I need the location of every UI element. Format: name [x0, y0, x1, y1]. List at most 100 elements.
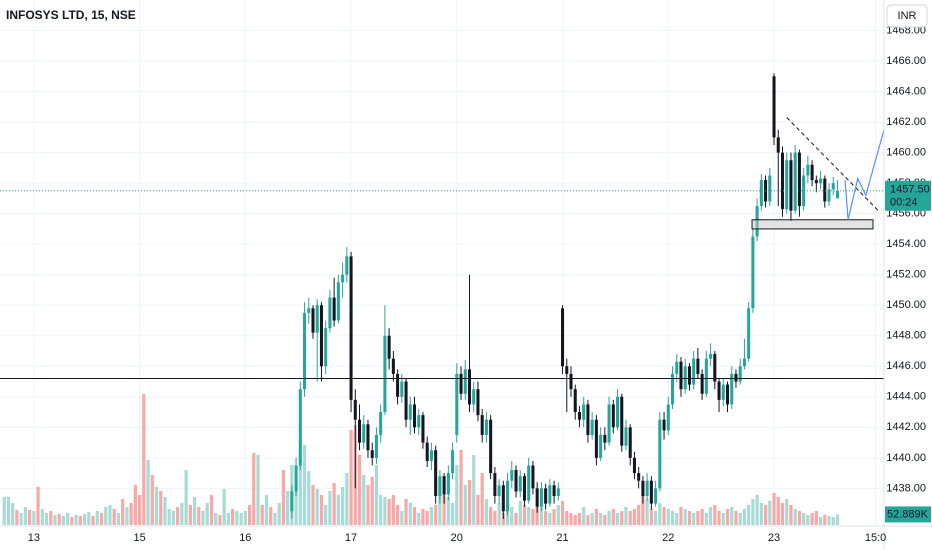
volume-bar	[484, 499, 489, 525]
y-tick-label: 1440.00	[886, 452, 926, 464]
volume-bar	[281, 470, 285, 525]
volume-bar	[307, 471, 311, 525]
volume-bar	[599, 513, 603, 525]
candle-body	[434, 450, 438, 497]
candle-body	[459, 373, 463, 394]
volume-bar	[560, 501, 565, 525]
candle-body	[480, 415, 484, 435]
volume-bar	[357, 455, 362, 525]
volume-bar	[404, 499, 408, 525]
candle-body	[831, 183, 835, 190]
candle-body	[336, 282, 340, 321]
candle-body	[704, 358, 708, 394]
volume-bar	[78, 516, 82, 525]
y-tick-label: 1438.00	[886, 482, 926, 494]
candle-body	[290, 491, 294, 512]
volume-bar	[658, 503, 662, 525]
projection-path	[844, 129, 884, 220]
volume-bar	[810, 513, 814, 525]
candle-body	[455, 373, 459, 435]
candle-body	[518, 476, 522, 492]
candle-body	[717, 381, 721, 400]
volume-bar	[205, 503, 209, 525]
volume-bar	[184, 470, 188, 525]
candle-body	[620, 396, 624, 446]
volume-bar	[666, 509, 670, 525]
candle-body	[577, 412, 581, 420]
x-tick-label: 23	[768, 532, 780, 544]
volume-bar	[429, 507, 434, 525]
volume-bar	[818, 517, 823, 525]
candle-body	[679, 361, 683, 390]
candle-body	[341, 274, 345, 283]
volume-bar	[641, 495, 645, 525]
candle-body	[573, 389, 577, 413]
candle-body	[827, 189, 831, 202]
currency-button[interactable]	[886, 4, 928, 28]
candle-body	[484, 419, 488, 435]
volume-bar	[340, 487, 345, 525]
candle-body	[332, 297, 336, 321]
volume-bar	[835, 514, 840, 525]
y-tick-label: 1460.00	[886, 147, 926, 159]
candle-body	[586, 404, 590, 435]
volume-bar	[349, 430, 353, 525]
y-tick-label: 1452.00	[886, 269, 926, 281]
candle-body	[319, 305, 323, 367]
candle-body	[324, 328, 328, 367]
volume-bar	[6, 497, 11, 525]
candle-body	[539, 488, 543, 507]
volume-bar	[582, 507, 586, 525]
x-tick-label: 20	[451, 532, 463, 544]
volume-bar	[146, 460, 150, 525]
volume-bar	[590, 513, 594, 525]
candle-body	[785, 160, 789, 210]
volume-bar	[336, 495, 340, 525]
volume-bar	[61, 516, 66, 525]
volume-bar	[180, 503, 184, 525]
candle-body	[670, 373, 675, 405]
candle-body	[789, 160, 793, 211]
candle-body	[590, 419, 594, 435]
volume-bar	[721, 513, 725, 525]
volume-bar	[497, 503, 501, 525]
volume-bar	[121, 499, 125, 525]
volume-bar	[700, 509, 704, 525]
candle-body	[552, 485, 556, 497]
volume-bar	[366, 485, 370, 525]
volume-bar	[133, 485, 137, 525]
candle-body	[675, 361, 679, 374]
volume-bar	[218, 515, 222, 525]
volume-bar	[239, 513, 243, 525]
volume-bar	[383, 497, 387, 525]
candle-body	[692, 358, 696, 385]
candle-body	[535, 488, 539, 507]
volume-bar	[32, 511, 36, 525]
volume-bar	[535, 503, 539, 525]
volume-bar	[294, 483, 298, 525]
volume-bar	[40, 509, 44, 525]
x-tick-label: 21	[556, 532, 568, 544]
candle-body	[569, 373, 573, 390]
volume-bar	[231, 509, 235, 525]
candle-body	[700, 373, 704, 394]
currency-label[interactable]: INR	[898, 10, 917, 22]
volume-bar	[776, 497, 780, 525]
volume-bar	[632, 509, 637, 525]
volume-bar	[713, 505, 717, 525]
volume-bar	[70, 517, 74, 525]
candle-body	[645, 480, 649, 497]
volume-bar	[197, 507, 201, 525]
volume-bar	[142, 394, 146, 525]
volume-bar	[247, 505, 252, 525]
candle-body	[408, 404, 412, 420]
candle-body	[561, 308, 565, 367]
volume-bar	[717, 511, 721, 525]
candle-body	[823, 178, 827, 202]
volume-bar	[277, 503, 281, 525]
volume-bar	[209, 495, 214, 525]
volume-bar	[108, 505, 112, 525]
volume-bar	[112, 509, 116, 525]
candle-body	[709, 354, 713, 359]
volume-bar	[501, 513, 505, 525]
